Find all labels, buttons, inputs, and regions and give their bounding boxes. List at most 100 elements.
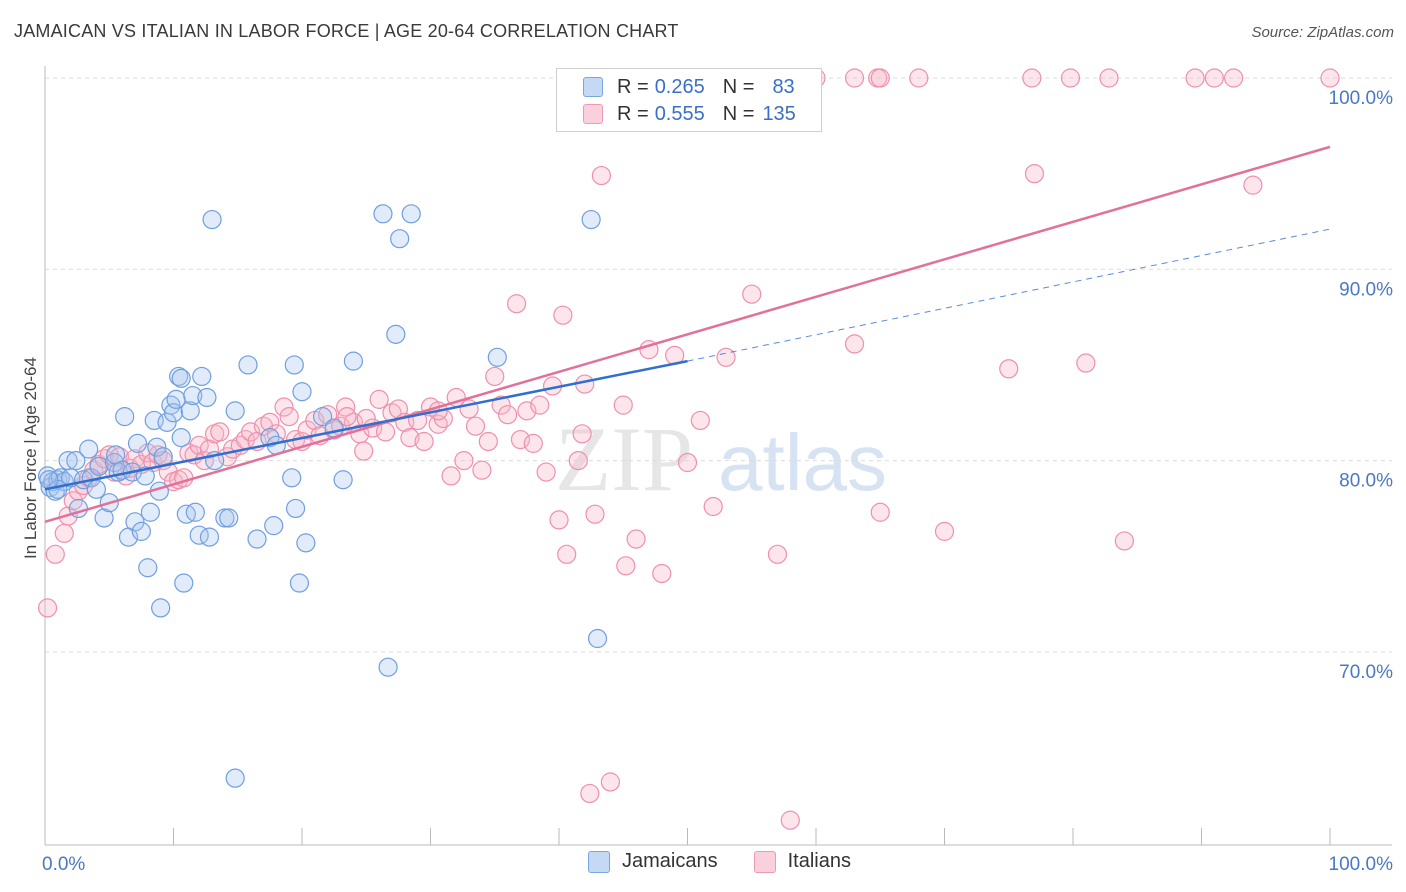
italians-point	[870, 502, 890, 522]
italians-point	[909, 68, 929, 88]
jamaicans-point	[282, 468, 302, 488]
jamaicans-point	[581, 209, 601, 230]
italians-swatch	[583, 104, 603, 124]
italians-point	[1024, 164, 1045, 184]
legend-label-italians: Italians	[787, 850, 851, 872]
jamaicans-trend-extension	[687, 228, 1331, 362]
italians-point	[400, 428, 420, 448]
italians-point	[454, 451, 474, 471]
italians-point	[530, 395, 550, 415]
italians-point	[37, 598, 58, 618]
axes	[44, 66, 1392, 846]
italians-point	[485, 366, 505, 387]
italians-point	[45, 544, 65, 564]
watermark-atlas: atlas	[718, 418, 887, 507]
watermark-zip: ZIP	[555, 408, 693, 510]
italians-point	[472, 460, 492, 480]
n-label: N =	[722, 75, 755, 98]
italians-point	[549, 510, 569, 530]
italians-point	[1099, 68, 1119, 88]
source-credit: Source: ZipAtlas.com	[1251, 24, 1394, 41]
italians-point	[703, 496, 723, 517]
italians-point	[536, 462, 556, 482]
italians-point	[478, 431, 498, 452]
italians-point	[844, 334, 865, 354]
italians-point	[557, 544, 577, 564]
italians-point	[1185, 68, 1205, 88]
jamaicans-point	[487, 347, 507, 367]
italians-point	[336, 397, 356, 417]
italians-point	[1320, 68, 1340, 88]
jamaicans-point	[161, 395, 181, 415]
jamaicans-point	[285, 498, 306, 519]
jamaicans-point	[86, 479, 107, 499]
y-tick-label: 90.0%	[1339, 279, 1393, 300]
jamaicans-point	[260, 428, 280, 448]
italians-point	[1224, 68, 1244, 88]
jamaicans-point	[219, 508, 239, 528]
italians-point	[568, 451, 588, 471]
italians-point	[189, 435, 209, 455]
italians-point	[690, 410, 710, 431]
y-tick-label: 70.0%	[1339, 662, 1393, 683]
jamaicans-point	[386, 324, 406, 344]
italians-point	[1243, 175, 1263, 195]
italians-point	[210, 422, 230, 442]
x-tick-label: 0.0%	[42, 854, 85, 875]
jamaicans-point	[378, 657, 398, 677]
jamaicans-point	[171, 368, 191, 388]
n-label: N =	[722, 102, 755, 125]
italians-point	[523, 433, 543, 453]
italians-point	[354, 441, 374, 461]
correlation-legend: R = 0.265 N = 83 R = 0.555 N = 135	[556, 68, 822, 132]
jamaicans-point	[225, 401, 245, 421]
jamaicans-point	[94, 508, 114, 528]
italians-point	[1204, 68, 1224, 88]
italians-point	[279, 407, 299, 427]
italians-point	[613, 395, 633, 415]
jamaicans-point	[199, 527, 220, 547]
italians-point	[652, 563, 672, 584]
jamaicans-swatch	[588, 850, 610, 873]
jamaicans-point	[104, 452, 124, 473]
italians-point	[591, 165, 612, 186]
italians-point	[375, 422, 396, 442]
italians-point	[780, 810, 800, 830]
jamaicans-point	[247, 529, 267, 549]
italians-point	[844, 68, 865, 88]
jamaicans-point	[174, 573, 194, 593]
jamaicans-point	[390, 229, 410, 249]
jamaicans-point	[185, 502, 205, 522]
tick-labels: 70.0% 80.0% 90.0% 100.0% 0.0% 100.0%	[42, 88, 1393, 875]
italians-point	[337, 407, 357, 427]
trend-lines	[44, 145, 1331, 524]
italians-point	[506, 294, 527, 314]
jamaicans-point	[289, 573, 310, 593]
r-value: 0.265	[654, 75, 705, 98]
jamaicans-point	[125, 512, 145, 532]
italians-point	[585, 504, 605, 524]
jamaicans-point	[296, 533, 316, 553]
jamaicans-point	[66, 451, 86, 471]
italians-point	[742, 284, 762, 304]
legend-row-jamaicans: R = 0.265 N = 83	[557, 73, 795, 101]
italians-point	[767, 544, 788, 564]
jamaicans-point	[192, 366, 212, 387]
r-value: 0.555	[654, 102, 705, 125]
r-label: R =	[617, 75, 649, 98]
y-tick-label: 80.0%	[1339, 471, 1393, 492]
italians-point	[465, 416, 486, 436]
jamaicans-point	[197, 387, 217, 408]
y-axis-title: In Labor Force | Age 20-64	[21, 357, 40, 559]
italians-point	[616, 556, 636, 576]
y-tick-label: 100.0%	[1329, 88, 1394, 109]
italians-point	[870, 68, 890, 88]
legend-item-italians: Italians	[753, 850, 851, 873]
jamaicans-point	[373, 204, 393, 224]
italians-point	[510, 429, 531, 450]
jamaicans-point	[225, 768, 245, 788]
jamaicans-point	[153, 447, 173, 467]
legend-item-jamaicans: Jamaicans	[588, 850, 718, 873]
italians-point	[677, 452, 698, 473]
italians-point	[1114, 531, 1135, 551]
